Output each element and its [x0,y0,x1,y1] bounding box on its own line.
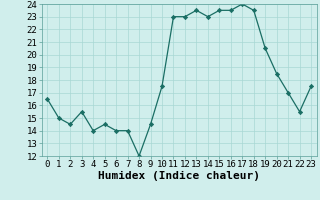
X-axis label: Humidex (Indice chaleur): Humidex (Indice chaleur) [98,171,260,181]
